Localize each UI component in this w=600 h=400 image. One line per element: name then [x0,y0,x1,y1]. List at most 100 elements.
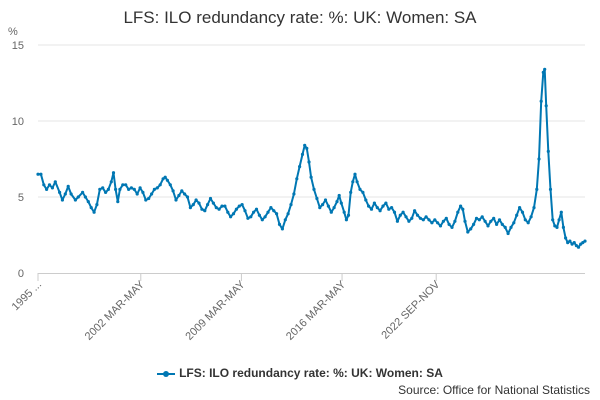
data-point[interactable] [518,206,522,210]
data-point[interactable] [561,225,566,229]
data-point[interactable] [415,213,420,217]
data-point[interactable] [541,70,545,74]
data-point[interactable] [427,218,431,222]
data-point[interactable] [226,210,230,214]
data-point[interactable] [106,187,110,191]
data-point[interactable] [234,207,238,211]
data-point[interactable] [461,207,465,211]
data-point[interactable] [557,218,561,222]
data-point[interactable] [520,210,525,214]
data-point[interactable] [300,152,305,156]
data-point[interactable] [492,216,496,220]
data-point[interactable] [73,198,77,202]
data-point[interactable] [249,215,253,219]
data-point[interactable] [364,198,368,202]
data-point[interactable] [47,183,52,187]
data-point[interactable] [576,245,581,249]
data-point[interactable] [63,192,67,196]
data-point[interactable] [315,196,319,201]
data-point[interactable] [188,206,192,210]
data-point[interactable] [58,190,62,194]
data-point[interactable] [305,146,309,150]
data-point[interactable] [398,213,402,217]
data-point[interactable] [163,175,167,179]
data-point[interactable] [150,192,154,196]
data-point[interactable] [372,201,376,205]
data-point[interactable] [489,219,493,223]
data-point[interactable] [430,221,434,225]
data-point[interactable] [203,209,207,213]
data-point[interactable] [309,175,313,179]
data-point[interactable] [295,177,299,181]
data-point[interactable] [272,209,276,213]
data-point[interactable] [171,189,175,193]
data-point[interactable] [104,190,108,194]
data-point[interactable] [114,187,118,191]
data-point[interactable] [138,186,142,190]
data-point[interactable] [185,195,190,199]
data-point[interactable] [127,187,131,191]
data-point[interactable] [220,204,224,208]
data-point[interactable] [155,186,159,190]
data-point[interactable] [480,215,484,219]
data-point[interactable] [183,192,187,196]
data-point[interactable] [361,190,365,194]
data-point[interactable] [98,187,102,191]
data-point[interactable] [543,67,547,71]
data-point[interactable] [269,206,273,210]
data-point[interactable] [141,190,145,194]
data-point[interactable] [42,183,46,187]
data-point[interactable] [413,209,417,213]
data-point[interactable] [246,216,250,220]
data-point[interactable] [512,221,516,225]
data-point[interactable] [472,222,476,226]
data-point[interactable] [89,206,93,210]
data-point[interactable] [378,209,382,213]
data-point[interactable] [329,210,333,214]
data-point[interactable] [486,224,490,228]
data-point[interactable] [515,213,519,217]
data-point[interactable] [280,227,284,231]
data-point[interactable] [60,198,64,202]
data-point[interactable] [546,149,550,153]
data-point[interactable] [257,213,261,217]
data-point[interactable] [135,192,139,196]
data-point[interactable] [111,171,116,175]
data-point[interactable] [86,200,90,204]
data-point[interactable] [392,210,397,214]
data-point[interactable] [509,225,513,229]
data-point[interactable] [483,219,487,223]
data-point[interactable] [367,204,371,208]
data-point[interactable] [231,212,236,216]
data-point[interactable] [53,180,57,184]
data-point[interactable] [92,210,96,214]
data-point[interactable] [229,215,233,219]
data-point[interactable] [121,183,125,187]
data-point[interactable] [384,201,388,205]
data-point[interactable] [349,190,353,194]
data-point[interactable] [495,222,499,226]
data-point[interactable] [407,219,411,223]
data-point[interactable] [418,216,422,220]
data-point[interactable] [463,219,467,223]
data-point[interactable] [559,210,563,214]
data-point[interactable] [353,172,357,176]
data-point[interactable] [116,200,120,204]
data-point[interactable] [321,203,325,207]
data-point[interactable] [165,178,169,182]
data-point[interactable] [243,209,247,213]
data-point[interactable] [289,203,293,207]
data-point[interactable] [456,210,460,214]
data-point[interactable] [447,222,451,226]
data-point[interactable] [342,210,346,214]
data-point[interactable] [200,207,204,211]
data-point[interactable] [401,210,405,214]
data-point[interactable] [474,216,479,220]
legend[interactable]: LFS: ILO redundancy rate: %: UK: Women: … [0,366,600,380]
data-point[interactable] [375,206,379,210]
data-point[interactable] [326,204,330,208]
data-point[interactable] [69,192,73,196]
data-point[interactable] [292,192,296,196]
data-point[interactable] [335,200,339,204]
data-point[interactable] [544,104,548,108]
